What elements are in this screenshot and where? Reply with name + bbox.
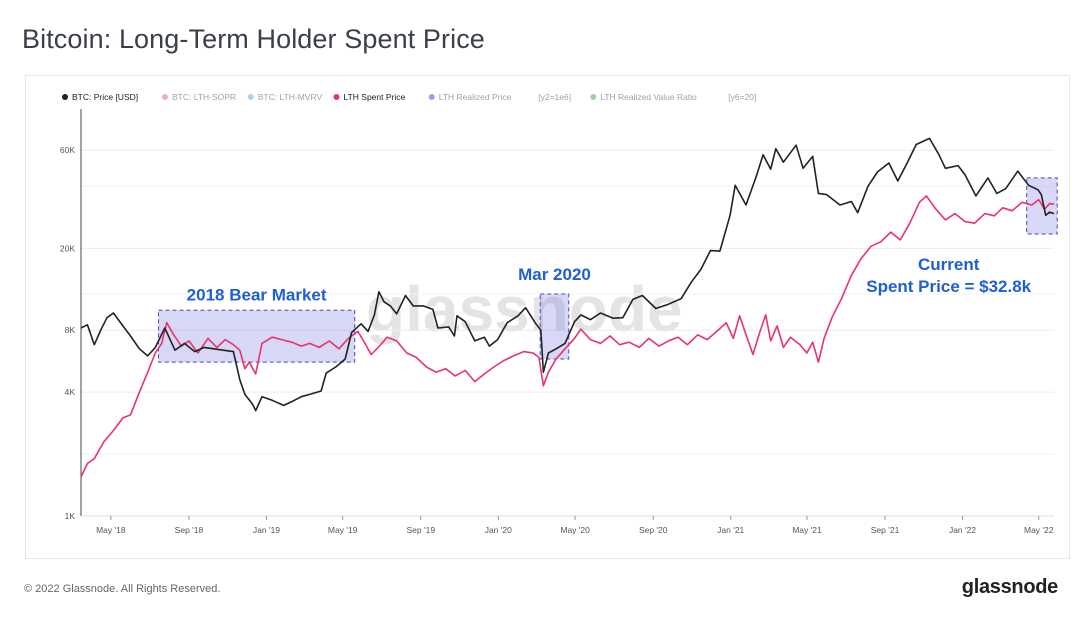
series-line [80, 195, 1055, 478]
highlight-box [539, 293, 570, 360]
annotation-current-line2: Spent Price = $32.8k [866, 277, 1031, 296]
y-tick-label: 1K [65, 511, 76, 521]
x-axis: May '18 Sep '18 Jan '19 May '19 Sep '19 Jan '… [81, 515, 1054, 535]
annotations: 2018 Bear Market Mar 2020 Current Spent Pri… [187, 255, 1032, 304]
page-title: Bitcoin: Long-Term Holder Spent Price [22, 24, 485, 54]
x-tick-label: Sep '21 [871, 525, 900, 535]
legend-item: BTC: LTH-MVRV [247, 92, 323, 102]
legend-item: BTC: Price [USD] [62, 92, 138, 102]
x-tick-label: Sep '19 [406, 525, 435, 535]
legend-label: LTH Spent Price [344, 92, 406, 102]
legend-item: LTH Realized Value Ratio [590, 92, 697, 102]
x-tick-label: May '19 [328, 525, 358, 535]
legend-marker [247, 94, 254, 100]
legend-item: LTH Spent Price [333, 92, 406, 102]
x-tick-label: Jan '19 [253, 525, 280, 535]
legend-item: LTH Realized Price [428, 92, 512, 102]
y-tick-label: 60K [60, 145, 75, 155]
legend-label: BTC: LTH-SOPR [172, 92, 236, 102]
legend-marker [590, 94, 597, 100]
x-tick-label: May '22 [1024, 525, 1054, 535]
legend-marker [62, 94, 68, 100]
legend-item: [y2=1e6] [538, 92, 571, 102]
copyright-footer: © 2022 Glassnode. All Rights Reserved. [24, 583, 221, 595]
y-tick-label: 4K [65, 387, 76, 397]
y-tick-label: 8K [65, 325, 76, 335]
x-tick-label: May '21 [792, 525, 822, 535]
series-lines [80, 137, 1055, 478]
x-tick-label: Sep '20 [639, 525, 668, 535]
legend-marker [333, 94, 340, 100]
legend-label: [y6=20] [728, 92, 756, 102]
x-tick-label: Jan '20 [485, 525, 512, 535]
legend-marker [428, 94, 435, 100]
annotation-bear-market: 2018 Bear Market [187, 285, 327, 304]
y-tick-label: 20K [60, 243, 75, 253]
legend-item: [y6=20] [728, 92, 756, 102]
x-tick-label: Jan '22 [949, 525, 976, 535]
legend-label: BTC: Price [USD] [72, 92, 138, 102]
legend-label: LTH Realized Value Ratio [600, 92, 697, 102]
series-line [80, 137, 1055, 412]
legend-label: LTH Realized Price [439, 92, 512, 102]
legend-marker [162, 94, 168, 100]
legend-label: BTC: LTH-MVRV [258, 92, 323, 102]
annotation-current-line1: Current [918, 255, 980, 274]
x-tick-label: Sep '18 [175, 525, 204, 535]
y-axis: 1K 4K 8K 20K 60K [60, 109, 82, 521]
x-tick-label: Jan '21 [717, 525, 744, 535]
chart-svg: BTC: Price [USD] BTC: LTH-SOPR BTC: LTH-MV… [60, 92, 1058, 535]
legend-label: [y2=1e6] [538, 92, 571, 102]
chart-legend: BTC: Price [USD] BTC: LTH-SOPR BTC: LTH-MV… [62, 92, 756, 102]
x-tick-label: May '20 [560, 525, 590, 535]
highlight-box [157, 309, 356, 363]
chart-panel: BTC: Price [USD] BTC: LTH-SOPR BTC: LTH-MV… [25, 75, 1070, 559]
highlight-boxes [157, 177, 1058, 363]
x-tick-label: May '18 [96, 525, 126, 535]
brand-logo[interactable]: glassnode [961, 576, 1059, 598]
legend-item: BTC: LTH-SOPR [162, 92, 236, 102]
annotation-mar-2020: Mar 2020 [518, 265, 591, 284]
